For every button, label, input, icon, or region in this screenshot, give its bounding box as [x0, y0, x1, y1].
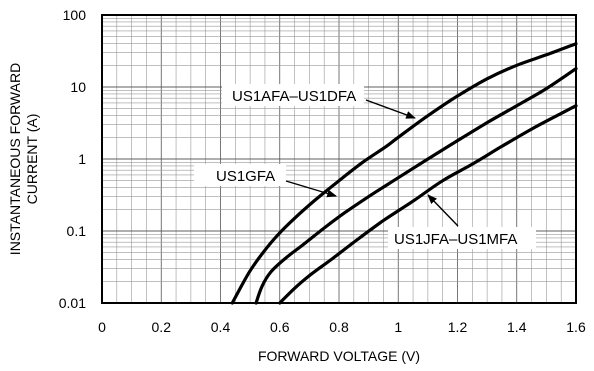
series-line-2: [254, 67, 578, 305]
annotation-box-3: [388, 227, 536, 249]
x-tick-label: 1.6: [566, 319, 586, 335]
x-tick-label: 0.4: [211, 319, 231, 335]
annotation-box-2: [194, 164, 286, 186]
annotation-box-1: [222, 84, 364, 106]
x-tick-label: 0.6: [270, 319, 290, 335]
annotation-label-2: US1GFA: [216, 168, 275, 185]
series-line-1: [230, 42, 578, 305]
grid: [101, 14, 577, 304]
x-tick-label: 1.4: [507, 319, 527, 335]
x-axis-title: FORWARD VOLTAGE (V): [258, 348, 420, 364]
annotation-arrow-2: [285, 180, 337, 198]
annotation-label-1: US1AFA–US1DFA: [232, 88, 356, 105]
y-tick-label: 0.1: [67, 223, 87, 239]
annotation-arrow-3: [427, 194, 459, 227]
x-tick-label: 0.2: [152, 319, 172, 335]
annotation-arrow-1: [365, 99, 416, 119]
tick-labels: 0 0.2 0.4 0.6 0.8 1 1.2 1.4 1.6 0.01 0.1 1 10 100: [59, 7, 586, 335]
annotation-label-3: US1JFA–US1MFA: [394, 231, 517, 248]
annotations: US1AFA–US1DFA US1GFA US1JFA–US1MFA: [194, 84, 536, 249]
x-tick-label: 0: [98, 319, 106, 335]
plot-frame: [101, 14, 577, 304]
x-tick-label: 1: [394, 319, 402, 335]
y-tick-label: 0.01: [59, 295, 86, 311]
y-axis-title-line-2: CURRENT (A): [24, 114, 40, 205]
y-axis-title-line-1: INSTANTANEOUS FORWARD: [7, 63, 23, 255]
y-tick-label: 100: [63, 7, 87, 23]
y-tick-label: 10: [70, 79, 86, 95]
y-tick-label: 1: [78, 151, 86, 167]
x-tick-label: 0.8: [329, 319, 349, 335]
series-line-3: [278, 104, 578, 305]
x-tick-label: 1.2: [448, 319, 468, 335]
curves: [230, 42, 578, 305]
